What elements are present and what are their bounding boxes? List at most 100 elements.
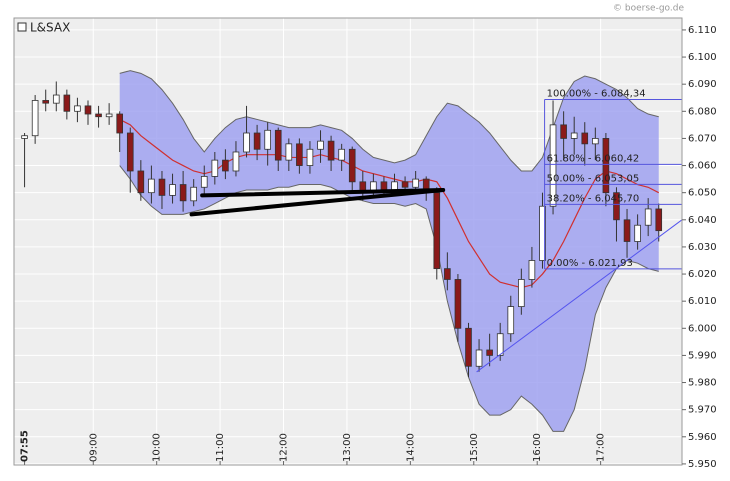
candle-body xyxy=(327,140,335,161)
candle-body xyxy=(253,132,261,150)
y-tick-label: 6.060 xyxy=(688,161,717,172)
candle-body xyxy=(549,124,557,207)
candle-body xyxy=(137,170,145,194)
trendline xyxy=(476,219,683,373)
candle-body xyxy=(222,159,229,172)
fib-label: 100.00% - 6.084,34 xyxy=(547,89,646,100)
candle-body xyxy=(296,143,303,166)
fib-label: 61.80% - 6.060,42 xyxy=(547,153,640,164)
candle-body xyxy=(496,333,504,356)
candle-body xyxy=(306,148,314,166)
candle-body xyxy=(613,192,620,221)
y-tick-label: 6.110 xyxy=(688,25,717,36)
band-upper xyxy=(119,70,659,172)
y-tick-label: 5.960 xyxy=(688,432,717,443)
y-tick-label: 6.030 xyxy=(688,242,717,253)
candle-body xyxy=(581,132,589,145)
y-tick-label: 6.050 xyxy=(688,188,717,199)
candle-body xyxy=(560,124,567,139)
candle-body xyxy=(211,159,219,177)
candle-body xyxy=(285,143,293,161)
axes: 5.950 5.960 5.970 5.980 5.990 6.000 6.010 6.020… xyxy=(20,25,717,470)
candle-body xyxy=(232,151,240,172)
x-tick-label: 09:00 xyxy=(88,433,99,462)
candle-body xyxy=(391,181,398,191)
candle-body xyxy=(412,178,419,188)
candle-body xyxy=(644,208,652,226)
y-tick-label: 6.090 xyxy=(688,79,717,90)
candle-body xyxy=(454,279,462,329)
legend-swatch xyxy=(17,22,27,32)
x-tick-label: 11:00 xyxy=(215,433,226,462)
candle-body xyxy=(465,327,472,367)
candle-body xyxy=(592,138,599,145)
watermark: © boerse-go.de xyxy=(613,4,684,14)
candle-body xyxy=(116,113,124,134)
candle-body xyxy=(317,140,324,150)
trendline xyxy=(200,187,446,198)
candle-body xyxy=(148,178,155,194)
fib-label: 0.00% - 6.021,93 xyxy=(547,258,633,269)
y-tick-label: 5.970 xyxy=(688,405,717,416)
candle-body xyxy=(380,181,388,191)
candle-body xyxy=(401,181,409,188)
candle-body xyxy=(602,138,610,194)
candle-body xyxy=(21,135,28,139)
bands xyxy=(119,70,660,432)
candle-body xyxy=(42,100,50,104)
x-tick-label: 15:00 xyxy=(469,433,480,462)
y-tick-label: 5.980 xyxy=(688,378,717,389)
candle-body xyxy=(84,105,92,115)
x-tick-label: 10:00 xyxy=(152,433,163,462)
candle-body xyxy=(200,176,208,188)
x-tick-label: 17:00 xyxy=(596,433,607,462)
y-tick-label: 6.100 xyxy=(688,52,717,63)
y-tick-label: 5.950 xyxy=(688,459,717,470)
candle-body xyxy=(126,132,134,172)
fib-label: 38.20% - 6.045,70 xyxy=(547,193,640,204)
candle-body xyxy=(518,279,525,307)
overlay: 100.00% - 6.084,34 61.80% - 6.060,42 50.00… xyxy=(189,89,683,373)
y-tick-label: 6.070 xyxy=(688,133,717,144)
candle-body xyxy=(507,306,515,335)
candle-body xyxy=(528,260,536,280)
y-tick-label: 6.010 xyxy=(688,296,717,307)
candle-body xyxy=(158,178,166,196)
candle-body xyxy=(63,94,71,112)
candle-body xyxy=(243,132,250,153)
band-middle xyxy=(119,118,660,289)
trendline xyxy=(189,187,446,217)
plot-border xyxy=(13,17,683,466)
y-tick-label: 6.040 xyxy=(688,215,717,226)
x-tick-label: 14:00 xyxy=(405,433,416,462)
candle-body xyxy=(31,100,39,137)
candle-body xyxy=(74,105,81,112)
candle-body xyxy=(190,186,197,202)
candle-body xyxy=(338,148,345,161)
candle-body xyxy=(179,184,187,202)
candle-body xyxy=(52,94,60,104)
x-tick-label: 13:00 xyxy=(342,433,353,462)
y-tick-label: 6.020 xyxy=(688,269,717,280)
candle-body xyxy=(539,205,546,261)
band-lower xyxy=(119,165,659,432)
candle-body xyxy=(634,224,641,242)
x-tick-label: 07:55 xyxy=(20,430,31,462)
candle-body xyxy=(623,219,631,242)
candle-body xyxy=(475,349,483,367)
fib-label: 50.00% - 6.053,05 xyxy=(547,173,640,184)
candle-body xyxy=(444,268,451,280)
x-tick-label: 12:00 xyxy=(279,433,290,462)
legend-label: L&SAX xyxy=(30,21,70,35)
band-fill xyxy=(119,70,659,432)
candle-body xyxy=(486,349,493,356)
y-tick-label: 6.000 xyxy=(688,323,717,334)
candle-body xyxy=(95,113,102,118)
candle-body xyxy=(433,192,441,270)
candle-body xyxy=(264,129,271,150)
y-tick-label: 5.990 xyxy=(688,350,717,361)
candle-body xyxy=(169,184,176,196)
candle-body xyxy=(570,132,578,139)
